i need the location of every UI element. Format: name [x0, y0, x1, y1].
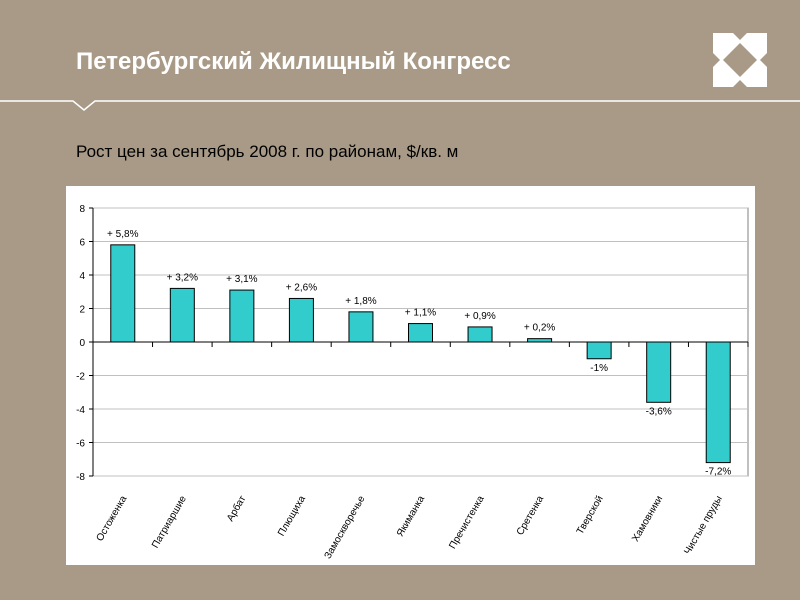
x-tick-label: Чистые пруды [682, 494, 724, 557]
bar [705, 341, 731, 464]
header-divider [0, 100, 800, 111]
x-tick-label: Сретенка [515, 494, 547, 538]
bar [229, 289, 255, 343]
data-label: + 5,8% [107, 229, 139, 240]
x-tick-label: Тверской [575, 494, 606, 536]
x-tick-label: Остоженка [95, 494, 130, 544]
data-label: -1% [590, 363, 608, 374]
data-label: + 2,6% [286, 282, 318, 293]
x-tick-label: Плющиха [276, 494, 308, 539]
data-label: + 1,8% [345, 296, 377, 307]
logo-icon [713, 33, 767, 87]
bar [169, 287, 195, 343]
page-title: Петербургский Жилищный Конгресс [76, 48, 511, 75]
chart-panel: -8 -6 -4 -2 0 2 4 6 8 + 5,8% Остоженка + 3,2% Патриа… [66, 186, 755, 565]
bar [348, 311, 374, 343]
bar [110, 244, 136, 343]
y-tick-label: 8 [79, 204, 85, 215]
data-label: + 0,2% [524, 323, 556, 334]
chart-title: Рост цен за сентябрь 2008 г. по районам,… [76, 142, 459, 161]
y-tick-label: 4 [79, 271, 85, 282]
x-tick-label: Замоскворечье [323, 494, 368, 561]
x-tick-label: Хамовники [630, 494, 665, 544]
data-label: + 3,2% [167, 272, 199, 283]
y-tick-label: 6 [79, 238, 85, 249]
data-label: + 1,1% [405, 308, 437, 319]
bar [586, 341, 612, 360]
y-tick-label: 2 [79, 305, 85, 316]
x-tick-label: Патриаршие [150, 494, 189, 551]
bar-chart: -8 -6 -4 -2 0 2 4 6 8 + 5,8% Остоженка + 3,2% Патриа… [76, 204, 749, 561]
data-label: -3,6% [646, 406, 672, 417]
y-tick-label: -8 [76, 472, 85, 483]
y-tick-label: 0 [79, 338, 85, 349]
data-label: -7,2% [705, 467, 731, 478]
data-label: + 3,1% [226, 274, 258, 285]
y-tick-label: -6 [76, 439, 85, 450]
y-tick-label: -4 [76, 405, 85, 416]
x-tick-label: Якиманка [395, 494, 427, 539]
bar [408, 323, 433, 343]
x-tick-label: Арбат [224, 493, 248, 523]
x-tick-label: Пречистенка [447, 494, 486, 551]
y-tick-label: -2 [76, 372, 85, 383]
bar [646, 341, 672, 403]
bar [467, 326, 493, 343]
bar [527, 338, 553, 343]
bar [288, 297, 314, 343]
data-label: + 0,9% [464, 311, 496, 322]
